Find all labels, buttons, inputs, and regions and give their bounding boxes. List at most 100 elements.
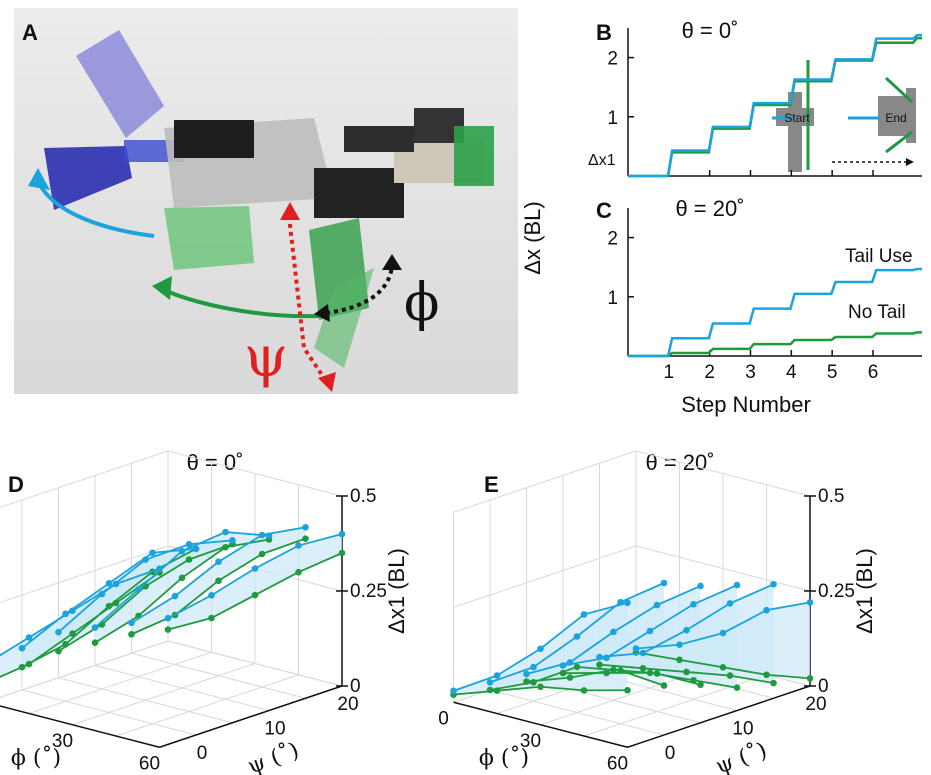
series-line-no-tail xyxy=(628,331,922,358)
phi-tick-label: 60 xyxy=(607,753,628,774)
data-point-tail-use xyxy=(192,545,200,553)
data-point-no-tail xyxy=(610,666,617,674)
panel-a-rendering: ϕ ψ xyxy=(14,8,518,394)
data-point-tail-use xyxy=(806,599,814,606)
z-axis-label: Δx1 (BL) xyxy=(852,548,877,634)
data-point-tail-use xyxy=(142,556,149,563)
floor-grid-line xyxy=(58,677,233,724)
data-point-tail-use xyxy=(164,614,172,622)
psi-arrow-head-top xyxy=(280,202,300,220)
phi-arrow-head-top xyxy=(382,254,402,270)
data-point-tail-use xyxy=(91,624,99,631)
blue-tail-fin-upper xyxy=(76,30,164,138)
data-point-tail-use xyxy=(55,628,62,636)
y-tick-label: 2 xyxy=(607,49,618,70)
psi-tick-label: 20 xyxy=(805,694,826,715)
phi-symbol: ϕ xyxy=(404,273,439,333)
inset-end-cross xyxy=(906,88,916,143)
data-point-tail-use xyxy=(486,679,494,686)
data-point-no-tail xyxy=(639,665,647,672)
data-point-tail-use xyxy=(660,579,668,587)
data-point-no-tail xyxy=(69,630,76,637)
data-point-no-tail xyxy=(719,664,727,671)
data-point-tail-use xyxy=(573,633,581,640)
panel-letter-c: C xyxy=(596,198,612,223)
fill-between xyxy=(168,534,342,630)
green-foot-right xyxy=(454,126,494,186)
data-point-tail-use xyxy=(610,628,617,636)
z-axis-label: Δx1 (BL) xyxy=(384,548,409,634)
data-point-tail-use xyxy=(632,645,640,652)
data-point-no-tail xyxy=(573,663,581,671)
x-tick-label: 6 xyxy=(868,362,879,383)
dx1-label: Δx1 xyxy=(588,152,616,169)
phi-arrow xyxy=(325,265,394,315)
blue-tail-fin-lower xyxy=(44,146,132,210)
data-point-tail-use xyxy=(624,599,631,607)
psi-axis xyxy=(627,685,811,748)
green-tail-fin-swing xyxy=(314,268,374,368)
data-point-no-tail xyxy=(660,682,668,689)
legend-no-tail: No Tail xyxy=(848,302,906,323)
data-point-tail-use xyxy=(450,687,457,695)
green-rotation-arrow xyxy=(163,288,320,319)
psi-axis-label: ψ (˚) xyxy=(712,736,770,775)
inset-end-tail-green-lower xyxy=(885,130,913,154)
psi-symbol: ψ xyxy=(244,325,288,390)
data-point-no-tail xyxy=(676,656,683,664)
data-point-tail-use xyxy=(726,600,734,607)
data-point-tail-use xyxy=(98,590,106,598)
data-point-tail-use xyxy=(222,528,229,536)
data-point-no-tail xyxy=(523,678,530,685)
data-point-no-tail xyxy=(251,591,259,599)
data-point-no-tail xyxy=(624,686,631,694)
phi-tick-label: 0 xyxy=(438,708,449,729)
psi-arrow-head-bottom xyxy=(318,372,336,392)
data-point-no-tail xyxy=(566,674,574,681)
data-point-tail-use xyxy=(770,580,777,588)
psi-tick-label: 0 xyxy=(197,743,208,764)
data-point-tail-use xyxy=(697,582,704,590)
floor-grid-line xyxy=(131,652,306,699)
phi-arrow-head-bottom xyxy=(314,304,330,322)
panel-c-chart: θ = 20˚ Tail Use No Tail Step Number 1 2 1… xyxy=(607,196,922,417)
data-point-tail-use xyxy=(646,627,654,635)
z-tick-label: 0 xyxy=(818,676,829,697)
floor-grid-line xyxy=(489,689,665,736)
data-point-tail-use xyxy=(537,645,544,653)
robot-illustration: ϕ ψ xyxy=(28,30,494,392)
data-point-tail-use xyxy=(596,653,603,661)
data-point-tail-use xyxy=(208,591,215,599)
data-point-no-tail xyxy=(55,647,62,655)
panel-letter-b: B xyxy=(596,20,612,45)
panel-letter-d: D xyxy=(8,472,24,497)
green-arrow-head xyxy=(152,276,172,300)
data-point-no-tail xyxy=(128,630,135,638)
floor-grid-line xyxy=(28,651,212,714)
data-point-tail-use xyxy=(493,672,501,679)
data-point-tail-use xyxy=(62,610,69,618)
data-point-no-tail xyxy=(164,626,172,633)
data-point-tail-use xyxy=(683,626,690,634)
x-tick-label: 5 xyxy=(827,362,838,383)
x-tick-label: 3 xyxy=(745,362,756,383)
data-point-tail-use xyxy=(229,537,236,544)
robot-electronics xyxy=(344,126,414,152)
data-point-no-tail xyxy=(580,687,588,694)
data-point-tail-use xyxy=(302,523,309,531)
data-point-tail-use xyxy=(763,606,770,614)
data-point-no-tail xyxy=(185,556,193,563)
data-point-no-tail xyxy=(178,574,186,582)
data-point-no-tail xyxy=(338,549,346,557)
data-point-no-tail xyxy=(806,675,814,682)
psi-tick-label: 0 xyxy=(665,743,676,764)
wall-grid-line xyxy=(0,450,343,508)
data-point-tail-use xyxy=(559,662,567,669)
floor-grid-line xyxy=(115,674,299,737)
data-point-no-tail xyxy=(697,681,704,689)
psi-tick-label: 10 xyxy=(264,719,285,740)
series-line-tail-use xyxy=(628,267,922,358)
phi-axis xyxy=(453,701,628,748)
z-tick-label: 0.25 xyxy=(818,581,855,602)
data-point-tail-use xyxy=(653,601,661,609)
